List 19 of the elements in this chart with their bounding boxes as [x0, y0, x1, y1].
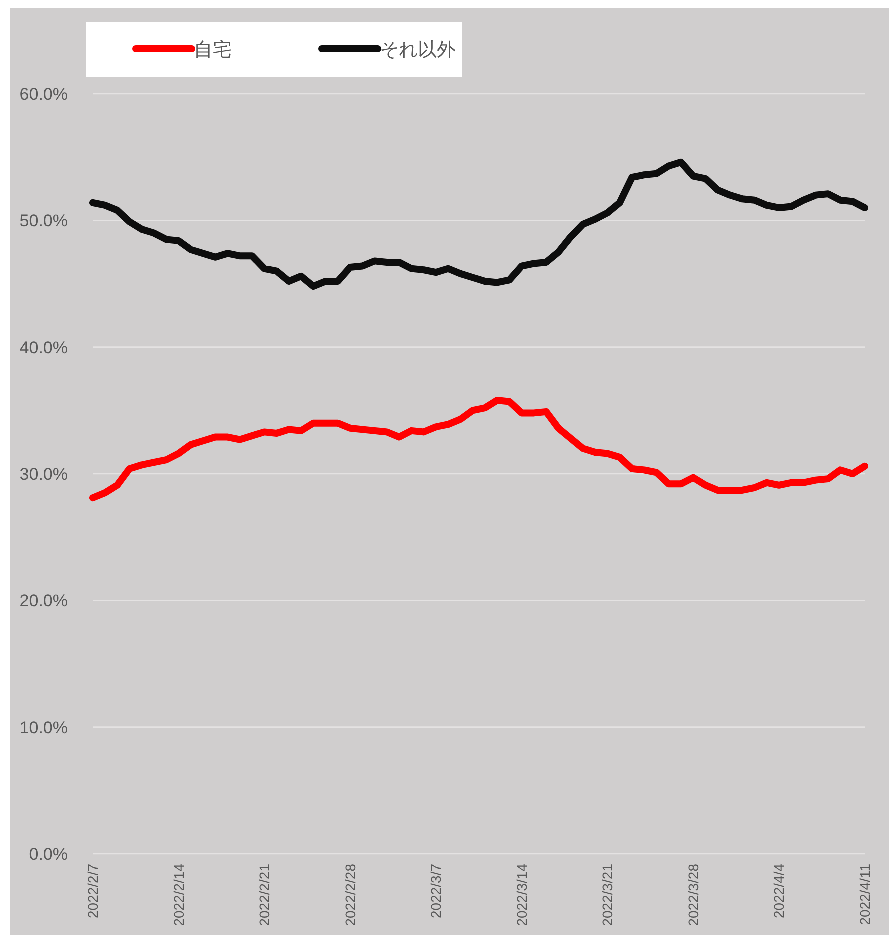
x-tick-label: 2022/3/14 — [514, 864, 530, 926]
y-tick-label: 0.0% — [29, 845, 68, 864]
x-tick-label: 2022/2/28 — [342, 864, 358, 926]
legend-label: それ以外 — [380, 40, 456, 61]
y-tick-label: 10.0% — [20, 718, 68, 738]
y-tick-label: 40.0% — [20, 338, 68, 358]
y-tick-label: 30.0% — [20, 465, 68, 484]
x-tick-label: 2022/2/14 — [170, 864, 187, 926]
x-tick-label: 2022/4/11 — [857, 864, 873, 926]
y-tick-label: 60.0% — [20, 85, 68, 104]
x-tick-label: 2022/2/21 — [256, 864, 273, 926]
x-tick-label: 2022/3/21 — [600, 864, 616, 926]
x-tick-label: 2022/2/7 — [85, 864, 101, 918]
x-tick-label: 2022/3/7 — [428, 864, 444, 918]
legend-label: 自宅 — [194, 39, 232, 61]
y-tick-label: 50.0% — [20, 212, 68, 231]
x-tick-label: 2022/3/28 — [685, 864, 702, 926]
y-tick-label: 20.0% — [20, 592, 68, 611]
x-tick-label: 2022/4/4 — [771, 864, 788, 918]
